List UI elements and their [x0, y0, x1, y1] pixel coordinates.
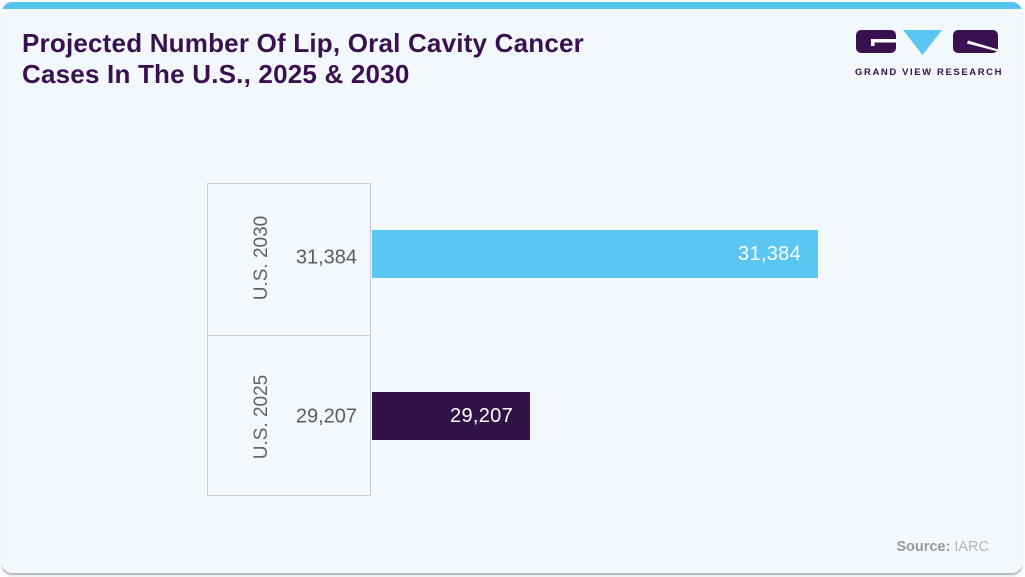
chart-title: Projected Number Of Lip, Oral Cavity Can…	[22, 28, 584, 90]
category-axis-box: U.S. 2030 31,384 U.S. 2025 29,207	[207, 183, 371, 496]
source-note: Source: IARC	[896, 539, 989, 555]
category-cell-2030: U.S. 2030 31,384	[208, 184, 370, 336]
top-accent-bar	[2, 2, 1022, 9]
gvr-logo: GRAND VIEW RESEARCH	[855, 30, 1004, 78]
bar-value-label-2025: 29,207	[450, 404, 513, 427]
axis-value-2030: 31,384	[295, 246, 357, 269]
category-label-2025: U.S. 2025	[251, 374, 272, 460]
gvr-logo-icon	[856, 30, 998, 55]
source-label: Source:	[896, 539, 951, 555]
category-cell-2025: U.S. 2025 29,207	[208, 336, 370, 495]
source-value: IARC	[954, 539, 989, 555]
bar-value-label-2030: 31,384	[738, 242, 801, 265]
category-label-2030: U.S. 2030	[251, 215, 272, 301]
chart-title-line1: Projected Number Of Lip, Oral Cavity Can…	[22, 28, 584, 58]
gvr-logo-text: GRAND VIEW RESEARCH	[855, 67, 1004, 78]
bar-2025: 29,207	[372, 392, 530, 440]
bar-2030: 31,384	[372, 230, 818, 278]
axis-value-2025: 29,207	[295, 405, 357, 428]
chart-title-line2: Cases In The U.S., 2025 & 2030	[22, 59, 410, 89]
